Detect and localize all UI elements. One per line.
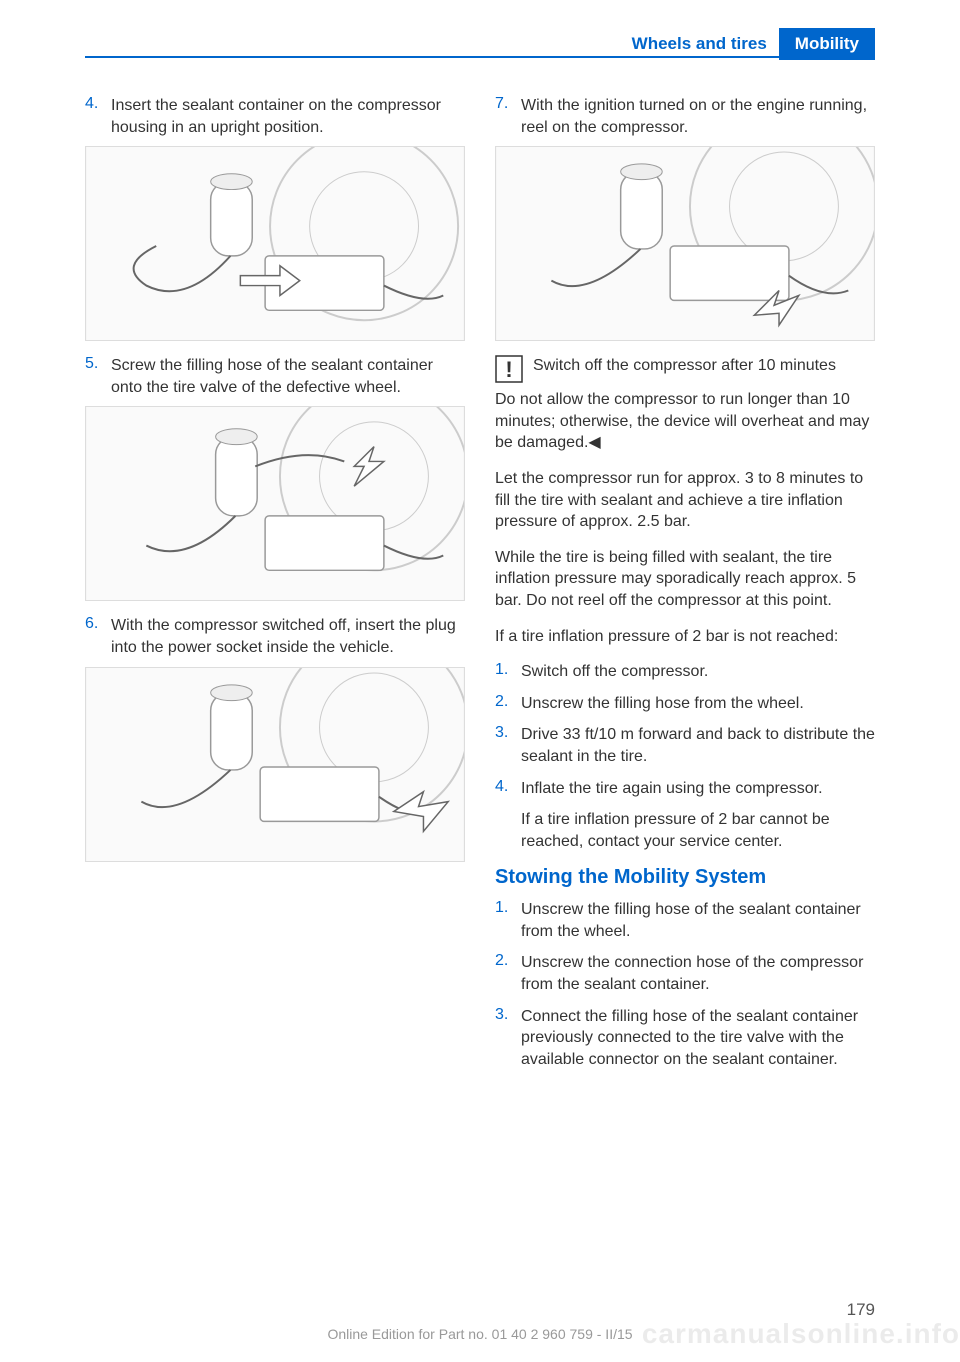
step-text: With the compressor switched off, insert… bbox=[111, 615, 465, 658]
sub-steps-list: 1. Switch off the compressor. 2. Unscrew… bbox=[495, 661, 875, 852]
figure-step-6 bbox=[85, 667, 465, 862]
header-section-label: Wheels and tires bbox=[632, 34, 779, 54]
step-number: 1. bbox=[495, 661, 521, 683]
svg-text:!: ! bbox=[505, 357, 512, 382]
step-text: Drive 33 ft/10 m forward and back to dis… bbox=[521, 724, 875, 767]
diagram-power-plug bbox=[86, 668, 464, 861]
section-heading: Stowing the Mobility System bbox=[495, 866, 875, 889]
stow-steps-list: 1. Unscrew the filling hose of the seala… bbox=[495, 899, 875, 1070]
list-item: 2. Unscrew the filling hose from the whe… bbox=[495, 693, 875, 715]
watermark: carmanualsonline.info bbox=[642, 1318, 960, 1350]
list-item: 2. Unscrew the connection hose of the co… bbox=[495, 952, 875, 995]
step-number: 4. bbox=[85, 95, 111, 138]
figure-step-7 bbox=[495, 146, 875, 341]
right-column: 7. With the ignition turned on or the en… bbox=[495, 95, 875, 1084]
step-text: Connect the filling hose of the sealant … bbox=[521, 1006, 875, 1071]
step-number: 6. bbox=[85, 615, 111, 658]
step-number: 7. bbox=[495, 95, 521, 138]
list-item: 1. Switch off the compressor. bbox=[495, 661, 875, 683]
step-text: Insert the sealant container on the com­… bbox=[111, 95, 465, 138]
step-5: 5. Screw the filling hose of the sealant… bbox=[85, 355, 465, 398]
step-text: Unscrew the filling hose of the sealant … bbox=[521, 899, 875, 942]
step-number: 4. bbox=[495, 778, 521, 800]
step-text: Switch off the compressor. bbox=[521, 661, 875, 683]
header-divider bbox=[85, 56, 875, 58]
step-number: 2. bbox=[495, 952, 521, 995]
paragraph: While the tire is being filled with seal… bbox=[495, 547, 875, 612]
left-column: 4. Insert the sealant container on the c… bbox=[85, 95, 465, 1084]
step-4: 4. Insert the sealant container on the c… bbox=[85, 95, 465, 138]
list-item: 4. Inflate the tire again using the comp… bbox=[495, 778, 875, 800]
content-area: 4. Insert the sealant container on the c… bbox=[85, 95, 875, 1084]
list-item: 3. Connect the filling hose of the seala… bbox=[495, 1006, 875, 1071]
step-text: Unscrew the filling hose from the wheel. bbox=[521, 693, 875, 715]
warning-icon: ! bbox=[495, 355, 523, 383]
paragraph: If a tire inflation pressure of 2 bar is… bbox=[495, 626, 875, 648]
diagram-compressor-on bbox=[496, 147, 874, 340]
step-text: Screw the filling hose of the sealant co… bbox=[111, 355, 465, 398]
step-number: 3. bbox=[495, 724, 521, 767]
step-number: 1. bbox=[495, 899, 521, 942]
step-7: 7. With the ignition turned on or the en… bbox=[495, 95, 875, 138]
list-item: 3. Drive 33 ft/10 m forward and back to … bbox=[495, 724, 875, 767]
warning-box: ! Switch off the compressor after 10 mi­… bbox=[495, 355, 875, 383]
diagram-filling-hose bbox=[86, 407, 464, 600]
warning-title: Switch off the compressor after 10 mi­nu… bbox=[533, 355, 875, 377]
step-text: With the ignition turned on or the engin… bbox=[521, 95, 875, 138]
diagram-sealant-container bbox=[86, 147, 464, 340]
step-number: 3. bbox=[495, 1006, 521, 1071]
figure-step-4 bbox=[85, 146, 465, 341]
step-number: 5. bbox=[85, 355, 111, 398]
step-text: Inflate the tire again using the compres… bbox=[521, 778, 875, 800]
step-text: Unscrew the connection hose of the com­p… bbox=[521, 952, 875, 995]
warning-body: Do not allow the compressor to run longe… bbox=[495, 389, 875, 454]
figure-step-5 bbox=[85, 406, 465, 601]
sub-paragraph: If a tire inflation pressure of 2 bar ca… bbox=[521, 809, 875, 852]
page-number: 179 bbox=[847, 1300, 875, 1320]
step-6: 6. With the compressor switched off, ins… bbox=[85, 615, 465, 658]
list-item: 1. Unscrew the filling hose of the seala… bbox=[495, 899, 875, 942]
paragraph: Let the compressor run for approx. 3 to … bbox=[495, 468, 875, 533]
step-number: 2. bbox=[495, 693, 521, 715]
